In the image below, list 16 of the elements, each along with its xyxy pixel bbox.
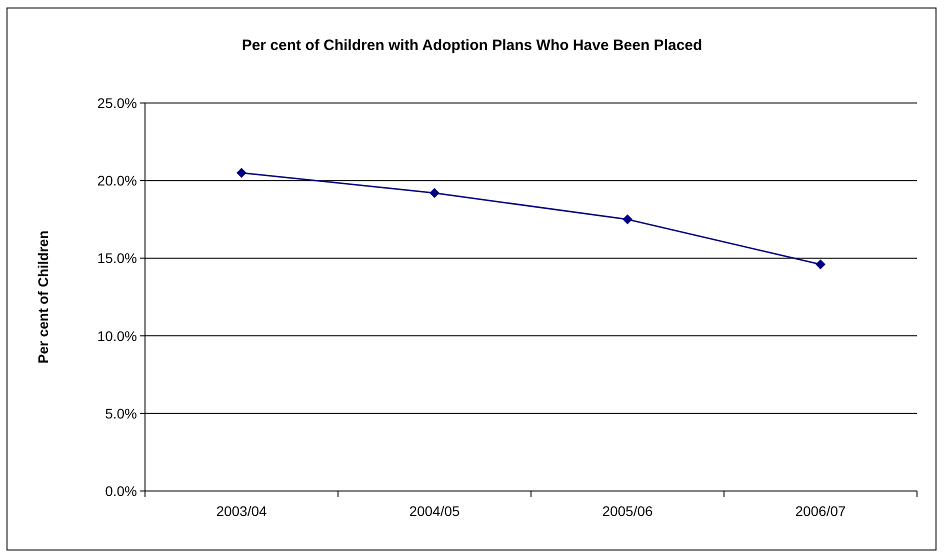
point [430, 188, 440, 198]
x-tick-label: 2005/06 [602, 503, 654, 519]
y-tick-label: 25.0% [97, 95, 137, 111]
y-axis-title: Per cent of Children [35, 230, 51, 364]
y-tick-label: 0.0% [105, 483, 137, 499]
point [622, 214, 632, 224]
chart-title: Per cent of Children with Adoption Plans Who Have Been Placed [242, 37, 702, 54]
point [236, 168, 246, 178]
y-tick-label: 10.0% [97, 328, 137, 344]
x-tick-label: 2006/07 [795, 503, 846, 519]
y-tick-label: 20.0% [97, 172, 137, 189]
x-tick-label: 2003/04 [216, 503, 268, 519]
point [816, 259, 826, 270]
y-tick-label: 15.0% [97, 250, 137, 266]
x-tick-label: 2004/05 [409, 503, 460, 519]
y-tick-label: 5.0% [105, 405, 137, 422]
